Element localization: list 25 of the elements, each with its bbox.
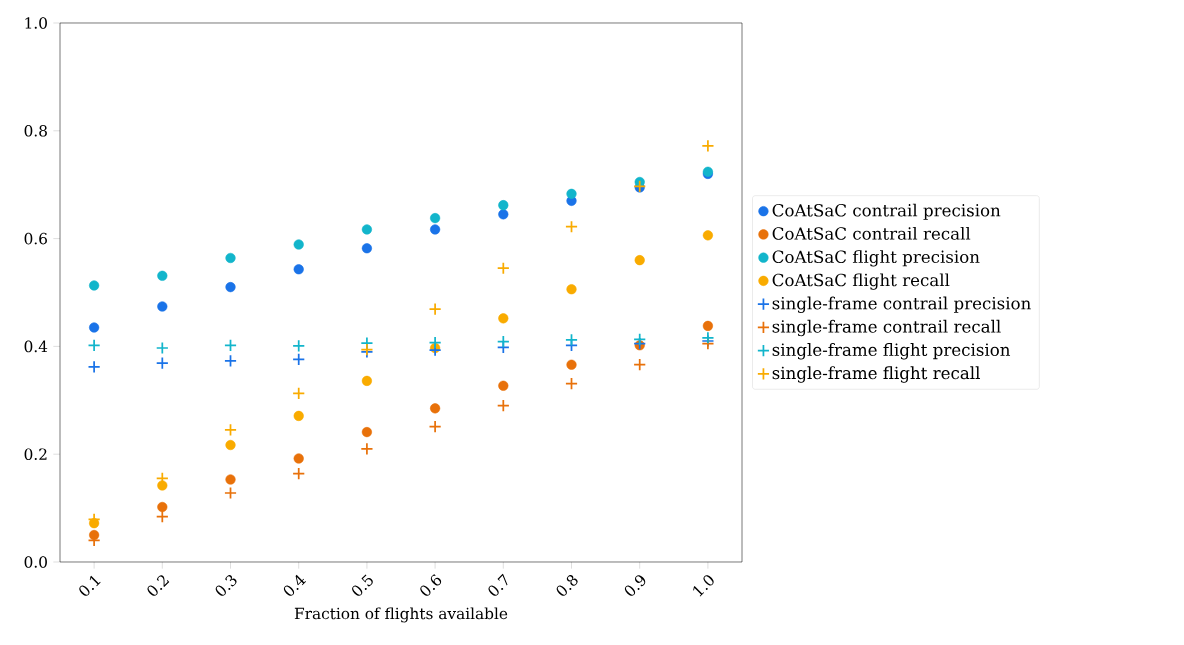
x-tick-label: 0.6 <box>420 574 442 596</box>
y-tick-label: 0.4 <box>24 340 48 353</box>
x-tick-label: 1.0 <box>693 575 714 597</box>
x-tick-label: 0.4 <box>283 574 306 596</box>
legend-label: CoAtSaC contrail recall <box>772 226 971 240</box>
legend-label: single-frame contrail precision <box>772 296 1031 313</box>
x-tick-label: 0.7 <box>488 573 508 596</box>
x-tick-label: 0.9 <box>624 575 646 596</box>
legend-label: single-frame flight recall <box>772 366 980 383</box>
x-tick-label: 0.8 <box>556 575 578 596</box>
x-tick-label: 0.5 <box>352 574 373 596</box>
x-axis-title: Fraction of flights available <box>294 607 508 623</box>
y-tick-label: 0.8 <box>24 124 47 137</box>
y-tick-label: 0.6 <box>24 232 47 245</box>
legend-label: CoAtSaC contrail precision <box>772 203 1001 220</box>
legend-label: CoAtSaC flight recall <box>772 273 950 290</box>
x-tick-label: 0.3 <box>215 575 237 596</box>
y-tick-label: 0.2 <box>24 448 47 460</box>
y-tick-label: 0.0 <box>24 556 47 568</box>
y-tick-label: 1.0 <box>25 17 47 29</box>
legend-label: single-frame flight precision <box>772 343 1011 360</box>
legend-label: single-frame contrail recall <box>772 319 1001 337</box>
legend-label: CoAtSaC flight precision <box>772 250 980 267</box>
x-tick-label: 0.2 <box>147 575 170 596</box>
x-tick-label: 0.1 <box>79 575 101 596</box>
